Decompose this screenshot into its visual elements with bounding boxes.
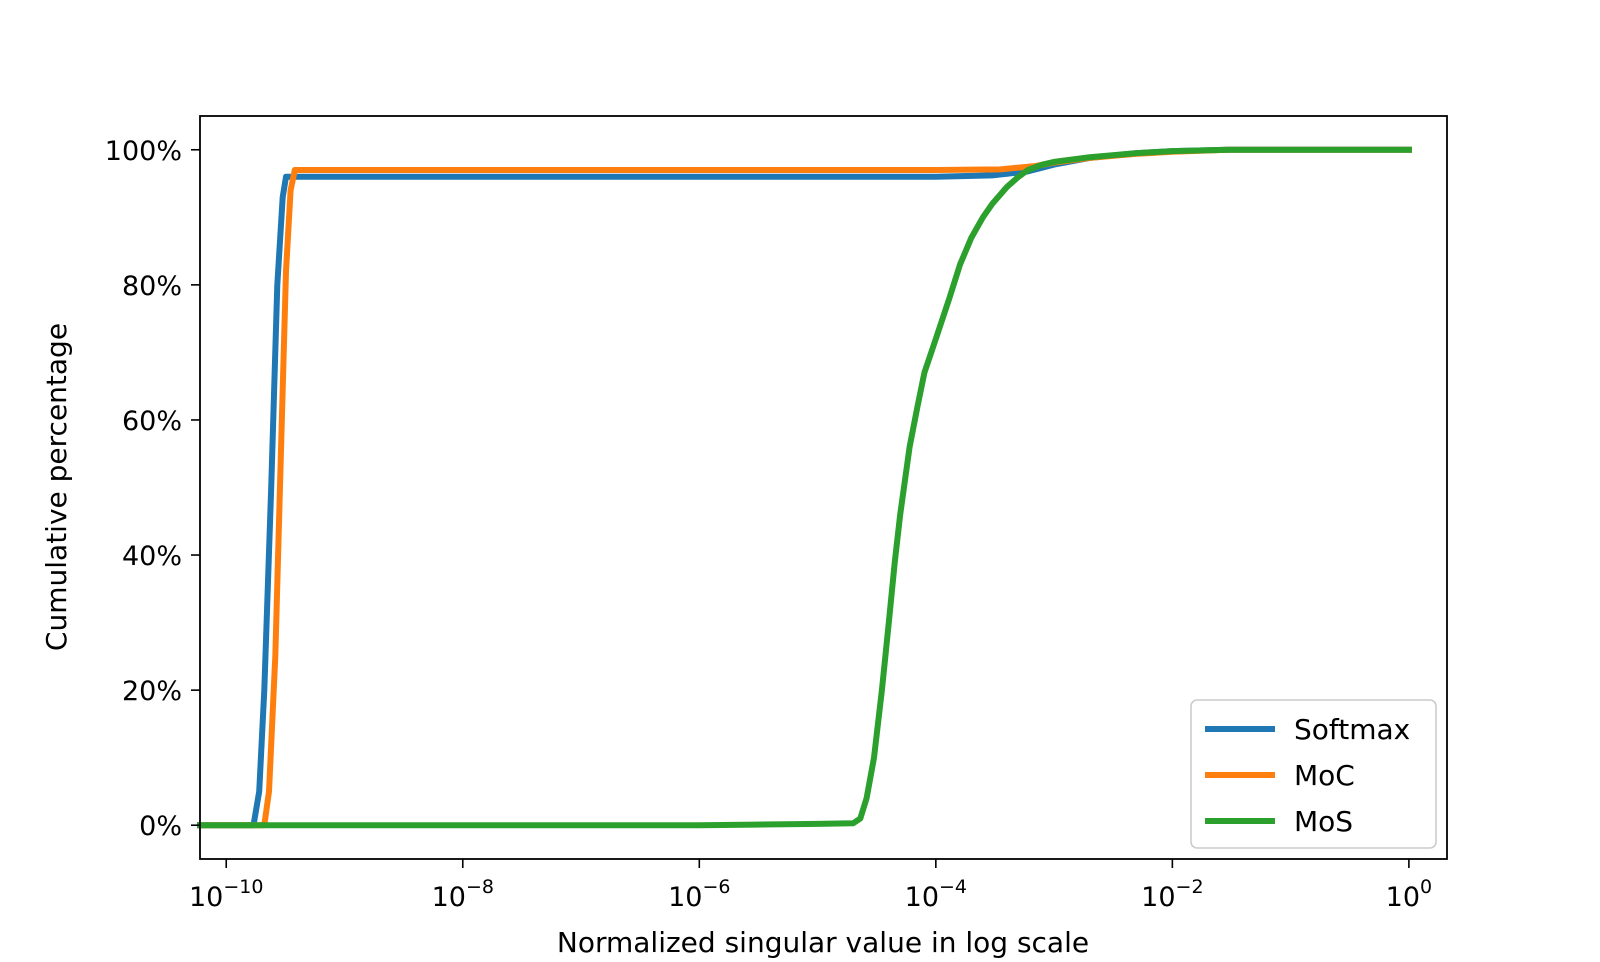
x-tick-label: 100 [1386, 876, 1432, 913]
legend: Softmax MoC MoS [1190, 699, 1437, 849]
x-tick-label: 10−4 [905, 876, 967, 913]
x-tick-label: 10−10 [189, 876, 263, 913]
x-axis-label: Normalized singular value in log scale [557, 926, 1089, 959]
series-line-mos [197, 146, 1412, 829]
x-axis-ticks: 10−10 10−8 10−6 10−4 10−2 100 [189, 859, 1432, 913]
y-tick-label: 100% [105, 136, 182, 167]
x-tick-label: 10−6 [668, 876, 730, 913]
y-tick-label: 20% [122, 676, 182, 707]
y-tick-label: 0% [139, 811, 182, 842]
legend-label-mos: MoS [1294, 805, 1353, 838]
y-tick-label: 80% [122, 271, 182, 302]
x-tick-label: 10−8 [432, 876, 494, 913]
legend-box [1190, 699, 1437, 849]
plot-frame [199, 115, 1448, 860]
y-tick-label: 40% [122, 541, 182, 572]
legend-label-softmax: Softmax [1294, 713, 1410, 746]
x-tick-label: 10−2 [1141, 876, 1203, 913]
legend-label-moc: MoC [1294, 759, 1355, 792]
y-tick-label: 60% [122, 406, 182, 437]
y-axis-label: Cumulative percentage [40, 323, 73, 651]
series-layer [197, 146, 1412, 829]
y-axis-ticks: 0% 20% 40% 60% 80% 100% [105, 136, 200, 842]
